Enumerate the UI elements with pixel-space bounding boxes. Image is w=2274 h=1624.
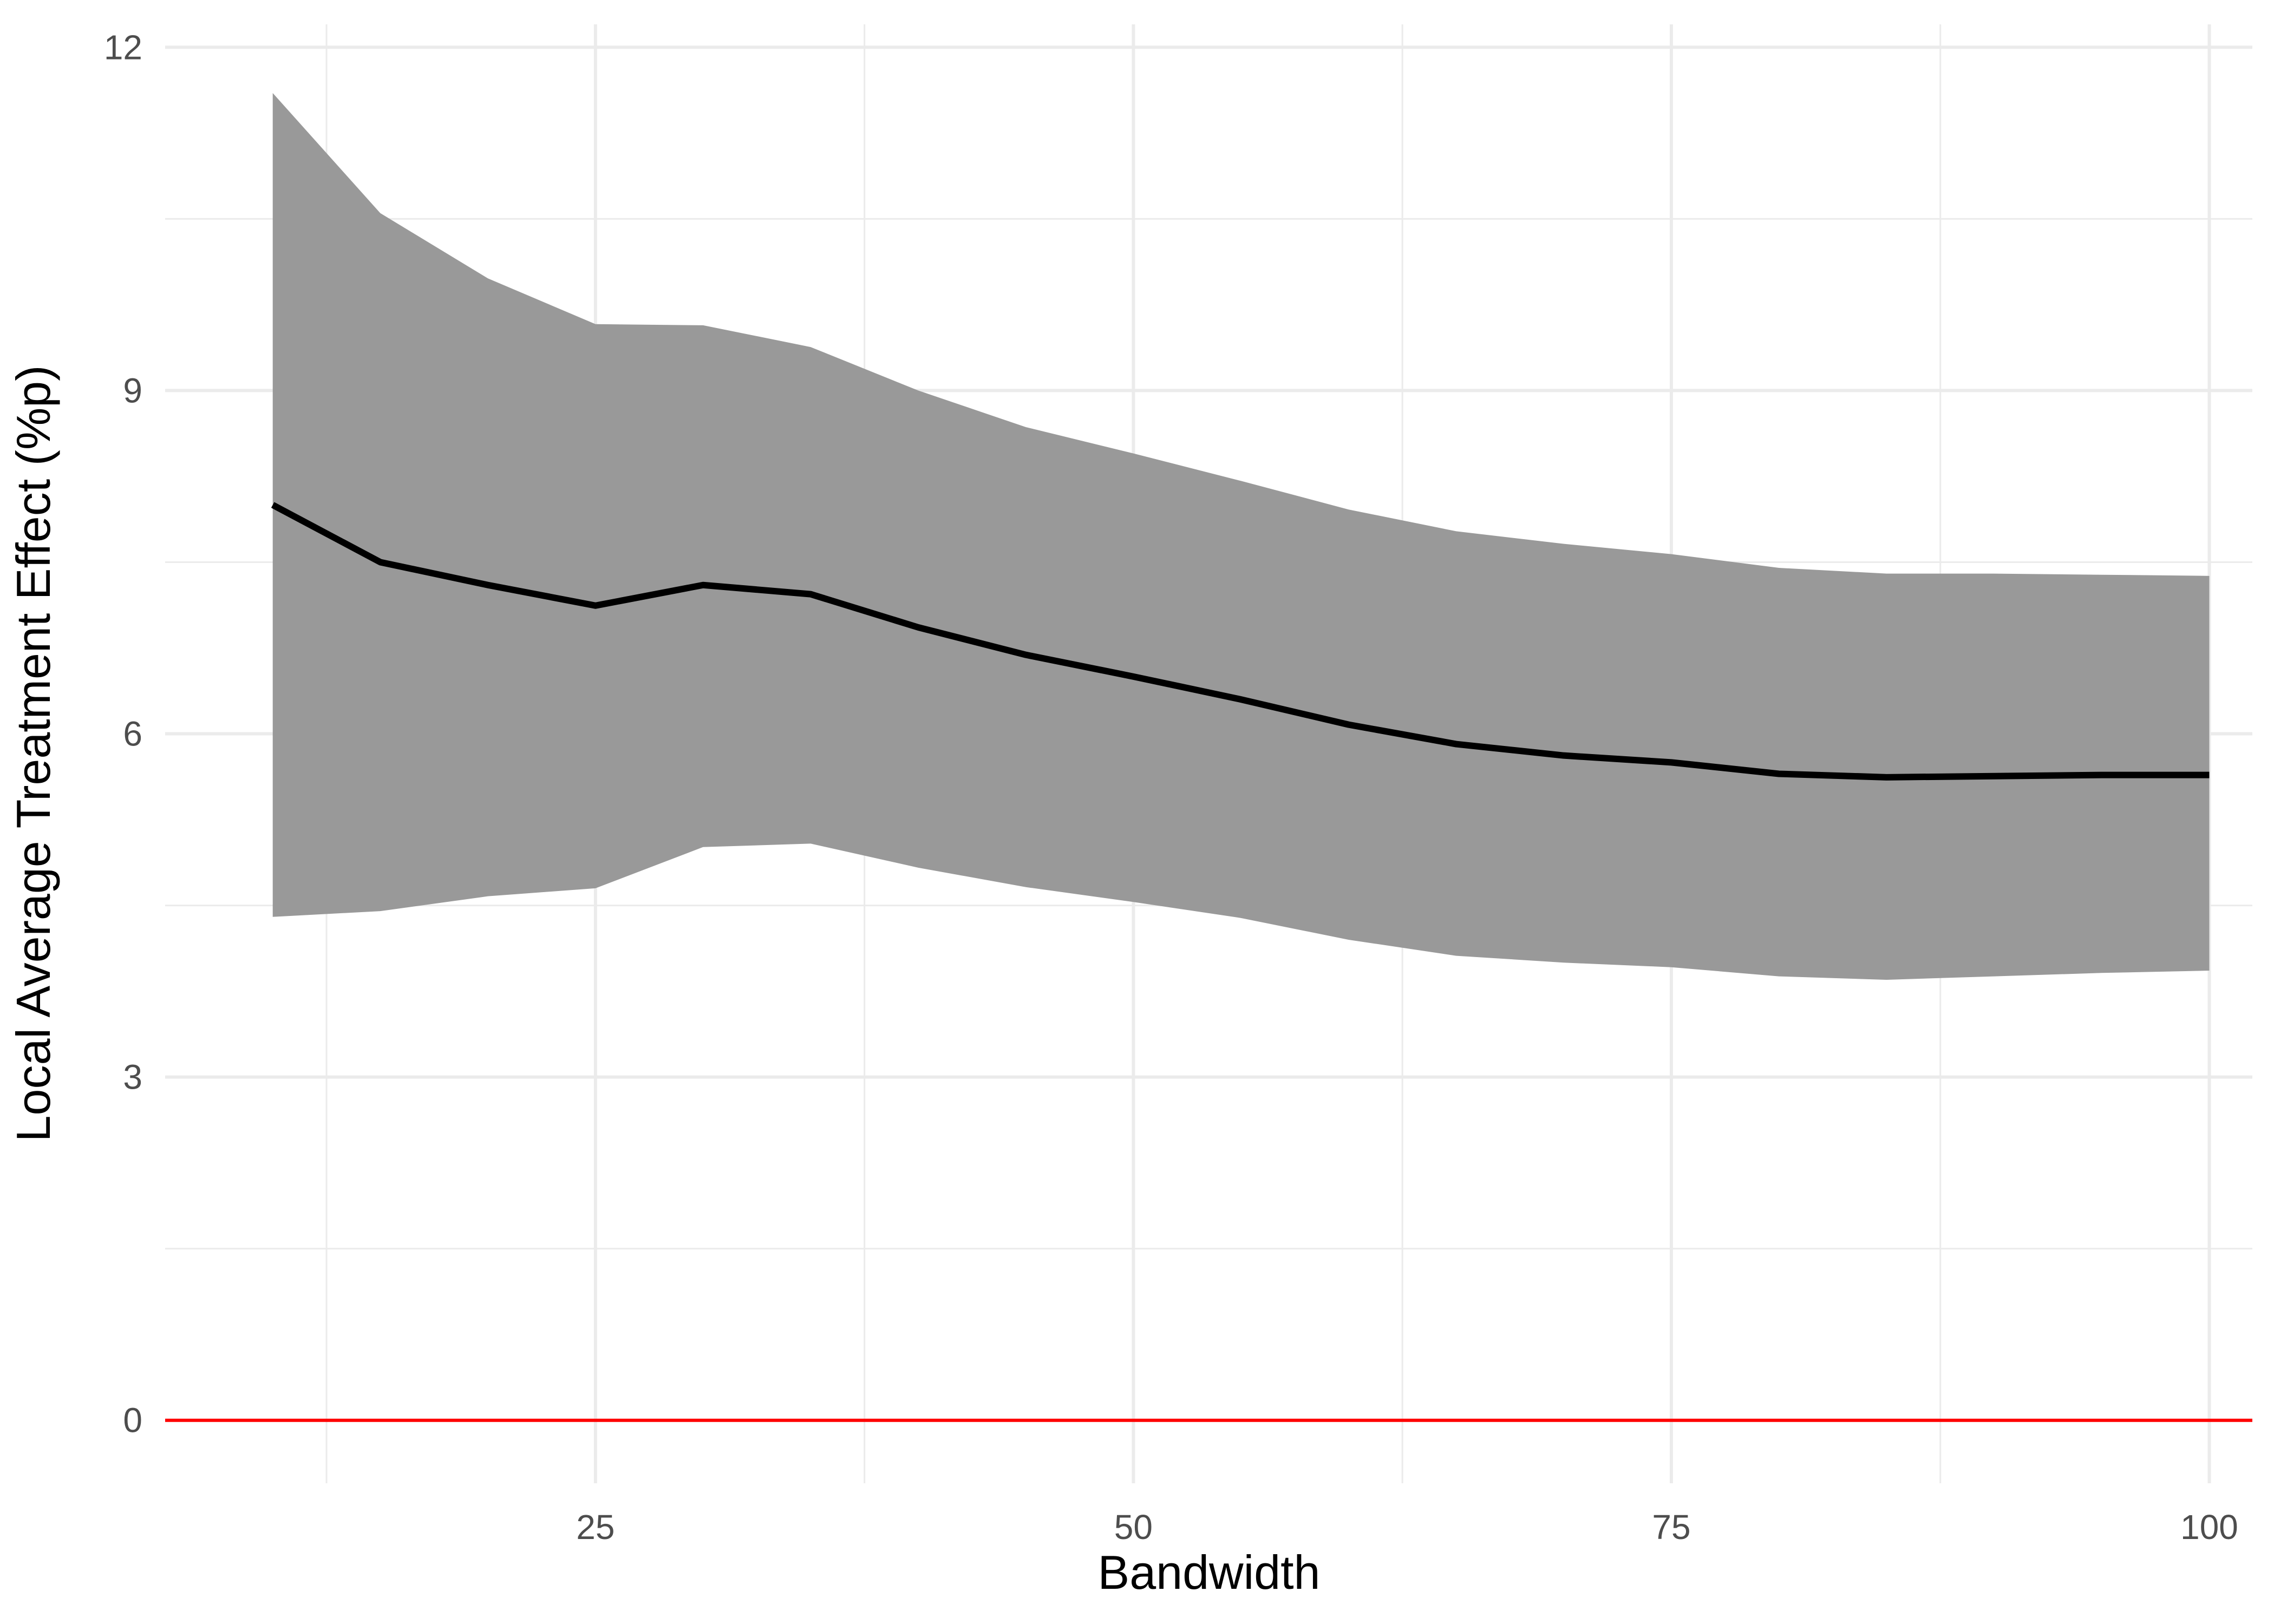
confidence-band bbox=[272, 93, 2210, 980]
x-tick-label: 25 bbox=[576, 1508, 615, 1547]
estimate-line bbox=[271, 502, 2210, 781]
x-tick-label: 75 bbox=[1652, 1508, 1690, 1547]
y-tick-label: 0 bbox=[123, 1401, 142, 1440]
x-axis-tick-labels: 25 50 75 100 bbox=[576, 1508, 2238, 1547]
x-tick-label: 50 bbox=[1114, 1508, 1153, 1547]
y-axis-title: Local Average Treatment Effect (%p) bbox=[6, 365, 60, 1142]
y-axis-tick-labels: 0 3 6 9 12 bbox=[104, 28, 142, 1439]
y-tick-label: 12 bbox=[104, 28, 142, 67]
y-tick-label: 6 bbox=[123, 715, 142, 754]
y-tick-label: 3 bbox=[123, 1058, 142, 1097]
x-axis-title: Bandwidth bbox=[1098, 1546, 1321, 1599]
x-tick-label: 100 bbox=[2180, 1508, 2238, 1547]
y-tick-label: 9 bbox=[123, 371, 142, 410]
